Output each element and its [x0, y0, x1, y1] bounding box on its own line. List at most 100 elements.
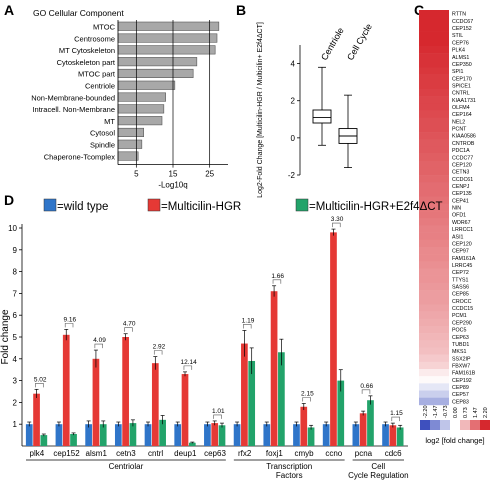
legend-swatch [43, 198, 57, 212]
go-bar [117, 21, 220, 31]
heatmap-row-label: CEP89 [452, 385, 469, 391]
d-comparison-bracket [124, 327, 133, 332]
go-bar [117, 68, 194, 78]
d-group-label: Cell Cycle Regulation [348, 462, 408, 480]
heatmap-row-label: NIN [452, 206, 461, 212]
d-comparison-bracket [213, 414, 222, 419]
go-category-label: Centriole [85, 82, 115, 91]
heatmap-cell [419, 239, 449, 248]
go-bar [117, 116, 163, 126]
heatmap-row-label: KIAA1731 [452, 98, 476, 104]
heatmap-cell [419, 333, 449, 341]
heatmap-row-label: CEP164 [452, 112, 472, 118]
d-y-tick-label: 1 [13, 420, 18, 429]
heatmap-row-label: CEP41 [452, 198, 469, 204]
heatmap-cell [419, 182, 449, 190]
heatmap-row-label: PCM1 [452, 313, 467, 319]
heatmap-row-label: FBXW7 [452, 364, 470, 370]
heatmap-cell [419, 17, 449, 25]
heatmap-row-label: PCNT [452, 127, 467, 133]
d-bar [70, 434, 77, 446]
heatmap-row-label: CENPJ [452, 184, 470, 190]
heatmap-row-label: CNTROB [452, 141, 475, 147]
heatmap-legend-swatch [460, 420, 470, 430]
heatmap-cell [419, 290, 449, 298]
d-bar [204, 424, 211, 446]
heatmap-cell [419, 261, 449, 269]
panel-label-a: A [4, 2, 14, 18]
d-bar [322, 424, 330, 446]
d-bar [151, 363, 159, 446]
d-bar [211, 423, 219, 446]
go-bar [117, 139, 143, 149]
d-category-label: cep152 [53, 449, 80, 458]
heatmap-row-label: OFD1 [452, 213, 466, 219]
heatmap-cell [419, 139, 449, 147]
d-category-label: cntrl [148, 449, 163, 458]
d-bar [174, 424, 182, 446]
go-bar [117, 57, 198, 67]
heatmap-legend-swatch [440, 420, 450, 430]
heatmap-row-label: WDR67 [452, 220, 471, 226]
heatmap-row-label: FAM161A [452, 256, 476, 262]
d-bar [114, 424, 122, 446]
heatmap-cell [419, 10, 449, 18]
d-comparison-bracket [35, 383, 44, 388]
d-bar [270, 291, 278, 446]
heatmap-row-label: CEP170 [452, 76, 472, 82]
d-category-label: plk4 [30, 449, 45, 458]
d-comparison-bracket [272, 279, 282, 284]
heatmap-row-label: CEP120 [452, 241, 472, 247]
heatmap-legend-tick: -0.73 [443, 405, 449, 418]
heatmap-cell [419, 167, 449, 176]
d-bar [389, 425, 397, 446]
heatmap-row-label: CEP72 [452, 270, 469, 276]
d-fold-label: 12.14 [180, 359, 197, 366]
d-bar [40, 435, 48, 446]
d-fold-label: 1.66 [271, 273, 284, 280]
d-bar [92, 358, 100, 446]
d-bar [382, 424, 389, 446]
d-bar [300, 406, 308, 446]
heatmap-cell [419, 311, 449, 320]
d-comparison-bracket [391, 416, 400, 422]
d-fold-label: 3.30 [331, 216, 344, 223]
heatmap-legend-swatch [430, 420, 440, 430]
heatmap-row-label: CROCC [452, 299, 472, 305]
heatmap-cell [419, 390, 449, 399]
heatmap-cell [419, 196, 449, 205]
go-bar [117, 151, 139, 161]
heatmap-row-label: PDC1A [452, 148, 470, 154]
heatmap-row-label: CEP57 [452, 392, 469, 398]
heatmap-cell [419, 225, 449, 233]
heatmap-cell [419, 88, 449, 97]
heatmap-row-label: CEP97 [452, 249, 469, 255]
heatmap-cell [419, 275, 449, 284]
heatmap-cell [419, 383, 449, 391]
go-category-label: MTOC [93, 23, 116, 32]
heatmap-cell [419, 74, 449, 83]
heatmap-row-label: CEP192 [452, 378, 472, 384]
go-category-label: Cytoskeleton part [57, 58, 116, 67]
heatmap-row-label: LRRCC1 [452, 227, 473, 233]
heatmap-legend-label: log2 [fold change] [425, 436, 484, 445]
go-category-label: MT [104, 117, 115, 126]
go-bar [117, 45, 216, 55]
d-bar [99, 424, 107, 446]
d-bar [55, 424, 63, 446]
d-y-tick-label: 3 [13, 377, 18, 386]
heatmap-row-label: TUBD1 [452, 342, 469, 348]
d-bar [144, 424, 152, 446]
d-bar [129, 423, 137, 446]
go-bar [117, 104, 165, 114]
box-body [312, 109, 332, 124]
go-category-label: Spindle [90, 141, 115, 150]
go-bar-chart: GO Cellular Component MTOC Centrosome MT Cy… [31, 8, 228, 190]
d-y-tick-label: 2 [13, 398, 18, 407]
heatmap-row-label: CEP135 [452, 191, 472, 197]
heatmap-cell [419, 110, 449, 118]
legend-swatch [295, 198, 309, 212]
heatmap-cell [419, 325, 449, 334]
go-bar [117, 33, 218, 43]
d-bar [85, 424, 92, 446]
